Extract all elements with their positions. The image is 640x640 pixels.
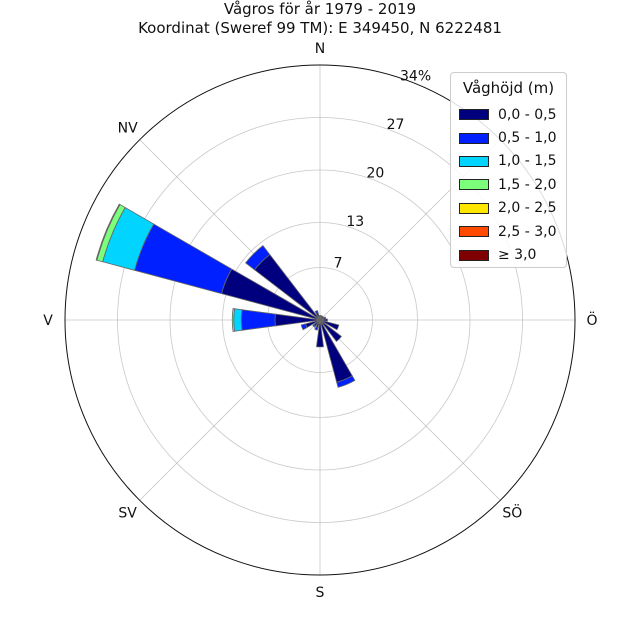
chart-subtitle: Koordinat (Sweref 99 TM): E 349450, N 62…	[138, 19, 502, 37]
radial-tick-label: 27	[387, 117, 405, 133]
legend-item: 2,5 - 3,0	[459, 220, 558, 243]
radial-tick-label: 13	[346, 214, 364, 230]
legend-swatch	[459, 109, 489, 121]
legend-label: 2,5 - 3,0	[498, 223, 557, 240]
direction-label: Ö	[586, 311, 597, 329]
legend-swatch	[459, 132, 489, 144]
rose-bar-segment	[319, 318, 328, 322]
radial-tick-label: 20	[366, 165, 384, 181]
legend-swatch	[459, 249, 489, 261]
rose-bar-segment	[336, 375, 356, 388]
direction-label: V	[43, 313, 53, 329]
legend-title: Våghöjd (m)	[462, 79, 555, 97]
rose-bar-segment	[314, 325, 319, 331]
legend-label: 1,5 - 2,0	[498, 176, 557, 193]
ring-gridline	[169, 169, 471, 471]
legend-swatch	[459, 226, 489, 238]
legend-item: 2,0 - 2,5	[459, 197, 558, 220]
radial-tick-label: 34%	[400, 68, 431, 84]
radial-tick-label: 7	[334, 255, 343, 271]
direction-label: NV	[118, 121, 138, 137]
rose-bar-segment	[240, 309, 276, 331]
outer-circle	[64, 64, 576, 576]
ring-gridline	[117, 117, 523, 523]
legend-item: 0,0 - 0,5	[459, 103, 558, 126]
rose-bar-segment	[319, 319, 340, 331]
rose-bar-segment	[233, 308, 243, 332]
direction-label: S	[316, 585, 325, 601]
direction-label: SÖ	[502, 503, 522, 521]
radial-gridline	[139, 319, 321, 501]
direction-label: SV	[118, 505, 137, 521]
legend-item: ≥ 3,0	[459, 243, 558, 266]
rose-bar-segment	[95, 203, 121, 261]
legend-label: 2,0 - 2,5	[498, 200, 557, 217]
rose-bar-segment	[231, 308, 235, 332]
rose-bar-segment	[318, 315, 322, 321]
legend: Våghöjd (m) 0,0 - 0,5 0,5 - 1,0 1,0 - 1,…	[450, 72, 567, 268]
legend-label: 1,0 - 1,5	[498, 153, 557, 170]
direction-label: N	[315, 41, 325, 57]
rose-bar-segment	[245, 245, 271, 271]
rose-bar-segment	[319, 319, 342, 342]
rose-bar-segment	[314, 310, 319, 315]
rose-bar-segment	[300, 323, 308, 331]
radial-gridline	[319, 319, 501, 501]
rose-bar-segment	[134, 223, 233, 295]
legend-swatch	[459, 179, 489, 191]
rose-bar-segment	[319, 316, 327, 321]
legend-item: 0,5 - 1,0	[459, 126, 558, 149]
legend-label: 0,5 - 1,0	[498, 130, 557, 147]
legend-label: ≥ 3,0	[498, 247, 537, 264]
legend-item: 1,5 - 2,0	[459, 173, 558, 196]
legend-swatch	[459, 202, 489, 214]
legend-label: 0,0 - 0,5	[498, 106, 557, 123]
legend-swatch	[459, 155, 489, 167]
ring-gridline	[222, 222, 418, 418]
legend-item: 1,0 - 1,5	[459, 150, 558, 173]
rose-bar-segment	[316, 319, 324, 348]
chart-title: Vågros för år 1979 - 2019	[223, 0, 417, 18]
rose-bar-segment	[312, 324, 316, 328]
